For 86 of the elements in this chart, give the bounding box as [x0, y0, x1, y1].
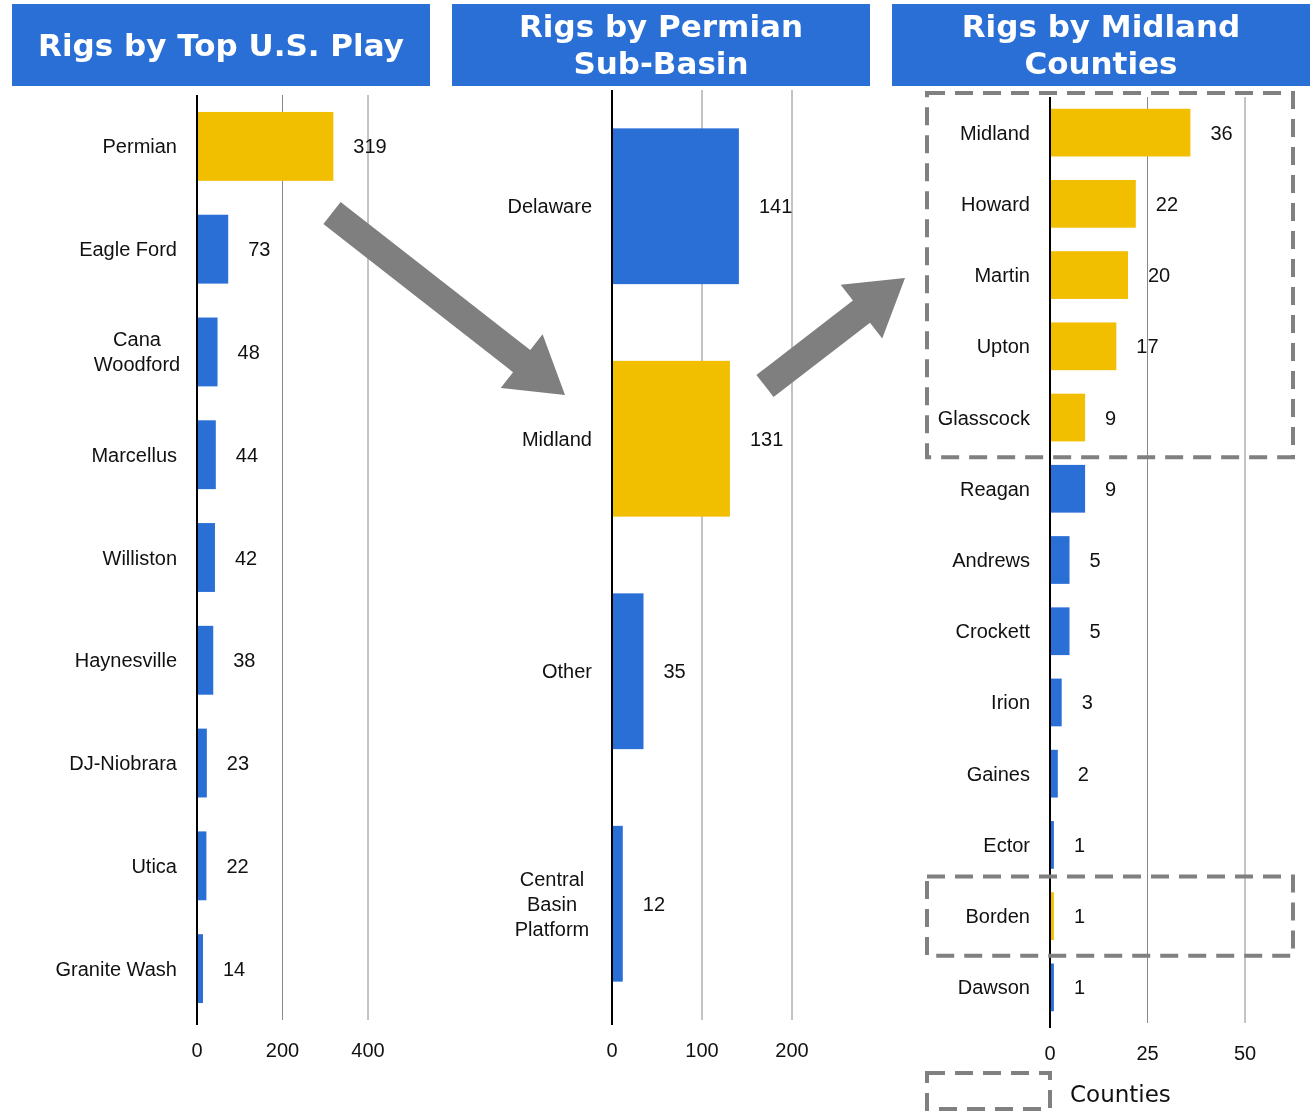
y-tick-label: DJ-Niobrara [69, 752, 178, 775]
y-tick-label: Ector [983, 833, 1031, 856]
bar [1050, 749, 1058, 798]
data-label: 38 [233, 649, 256, 672]
data-label: 1 [1073, 833, 1086, 856]
bar [1050, 607, 1070, 656]
y-tick-label: Utica [131, 854, 178, 877]
data-label: 44 [235, 443, 259, 466]
data-label: 9 [1105, 477, 1117, 500]
bar [612, 128, 739, 285]
x-tick-label: 200 [265, 1039, 300, 1061]
data-label: 319 [353, 135, 387, 158]
y-tick-label: Borden [965, 905, 1030, 928]
bar [612, 593, 644, 750]
data-label: 5 [1089, 620, 1101, 643]
y-tick-label: Granite Wash [55, 957, 177, 980]
y-tick-label: Williston [102, 546, 177, 569]
y-tick-label: Central Basin Platform [514, 867, 590, 940]
bar [197, 317, 218, 387]
data-label: 36 [1210, 121, 1233, 144]
x-tick-label: 25 [1136, 1042, 1159, 1064]
y-tick-label: Gaines [966, 762, 1030, 785]
y-tick-label: Eagle Ford [79, 238, 177, 261]
bar [1050, 322, 1117, 371]
data-label: 20 [1148, 264, 1171, 287]
bar [197, 214, 229, 284]
y-tick-label: Irion [991, 691, 1030, 714]
x-tick-label: 0 [1044, 1042, 1056, 1064]
data-label: 23 [226, 752, 250, 775]
x-tick-label: 200 [775, 1039, 809, 1061]
y-tick-label: Midland [521, 427, 592, 450]
data-label: 22 [1155, 192, 1179, 215]
bar [197, 111, 334, 181]
bar [1050, 251, 1128, 299]
y-tick-label: Midland [959, 121, 1030, 144]
x-tick-label: 100 [685, 1039, 719, 1061]
y-tick-label: Permian [102, 135, 177, 158]
y-tick-label: Crockett [955, 620, 1031, 643]
data-label: 141 [758, 195, 793, 218]
data-label: 1 [1073, 976, 1086, 999]
bar [612, 825, 623, 982]
data-label: 48 [237, 340, 260, 363]
data-label: 3 [1081, 691, 1093, 714]
data-label: 2 [1077, 762, 1089, 785]
y-tick-label: Upton [976, 335, 1030, 358]
y-tick-label: Delaware [507, 195, 592, 218]
data-label: 35 [663, 660, 686, 683]
data-label: 42 [234, 546, 258, 569]
bar [197, 523, 215, 592]
bar [197, 420, 216, 490]
text: Counties [1070, 1081, 1171, 1107]
data-label: 73 [248, 238, 271, 261]
data-label: 1 [1073, 905, 1086, 928]
y-tick-label: Martin [974, 264, 1030, 287]
chart-title: Rigs by Permian Sub-Basin [518, 8, 804, 81]
data-label: 17 [1136, 335, 1159, 358]
x-tick-label: 0 [606, 1039, 618, 1061]
data-label: 12 [642, 892, 666, 915]
bar [197, 625, 214, 695]
bar [197, 728, 207, 798]
data-label: 5 [1089, 549, 1101, 571]
bar [1050, 464, 1086, 513]
x-tick-label: 400 [351, 1039, 385, 1061]
bar [612, 360, 730, 517]
x-tick-label: 50 [1233, 1042, 1257, 1064]
data-label: 22 [226, 854, 249, 877]
chart-title: Rigs by Top U.S. Play [38, 27, 404, 63]
bar [1050, 179, 1136, 228]
bar [1050, 108, 1191, 157]
y-tick-label: Marcellus [91, 443, 177, 466]
chart-title: Rigs by Midland Counties [961, 8, 1241, 81]
bar [1050, 536, 1070, 584]
y-tick-label: Howard [961, 192, 1030, 215]
y-tick-label: Andrews [952, 549, 1030, 571]
bar [1050, 393, 1086, 442]
y-tick-label: Reagan [959, 477, 1030, 500]
y-tick-label: Glasscock [937, 406, 1031, 429]
x-tick-label: 0 [191, 1039, 203, 1061]
data-label: 14 [222, 957, 246, 980]
data-label: 9 [1105, 406, 1117, 429]
y-tick-label: Other [541, 660, 593, 683]
data-label: 131 [749, 427, 784, 450]
y-tick-label: Cana Woodford [93, 328, 181, 376]
y-tick-label: Haynesville [74, 649, 177, 672]
y-tick-label: Dawson [957, 976, 1030, 999]
bar [1050, 678, 1062, 727]
